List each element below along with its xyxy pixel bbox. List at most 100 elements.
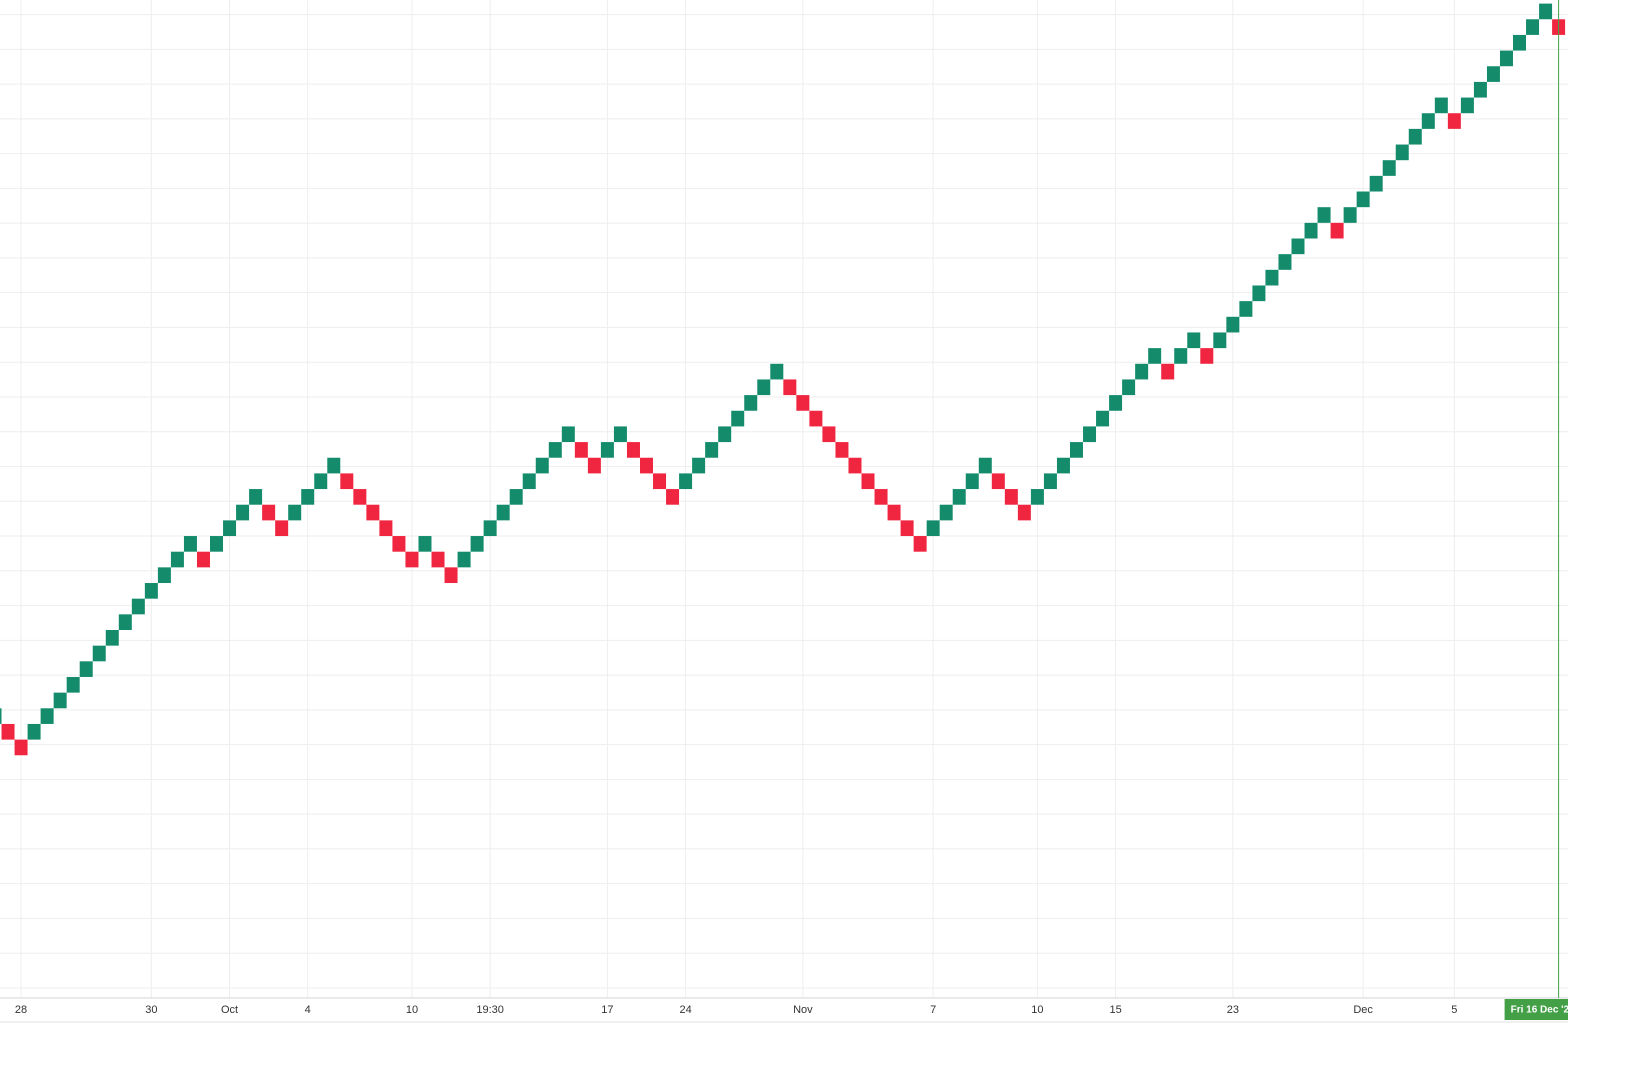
- brick-up: [1486, 66, 1500, 82]
- brick-up: [600, 442, 614, 458]
- brick-up: [131, 598, 145, 615]
- brick-up: [744, 395, 758, 411]
- brick-up: [1056, 457, 1070, 474]
- brick-up: [170, 551, 184, 568]
- brick-up: [483, 520, 497, 537]
- brick-up: [1278, 254, 1292, 270]
- crosshair: Fri 16 Dec '22: [1504, 0, 1568, 1020]
- brick-down: [1161, 363, 1175, 380]
- brick-up: [470, 536, 484, 552]
- brick-up: [223, 520, 237, 537]
- brick-up: [288, 504, 302, 521]
- brick-up: [1460, 97, 1474, 114]
- x-tick-label: Nov: [793, 1004, 813, 1016]
- brick-up: [66, 676, 80, 693]
- crosshair-label-box: [1504, 999, 1568, 1020]
- brick-up: [1513, 34, 1527, 51]
- brick-up: [770, 363, 784, 380]
- brick-up: [926, 520, 940, 537]
- brick-down: [874, 489, 888, 505]
- brick-down: [340, 473, 354, 490]
- brick-down: [1200, 348, 1214, 364]
- brick-up: [679, 473, 693, 490]
- brick-down: [861, 473, 875, 490]
- brick-down: [574, 442, 588, 458]
- brick-down: [822, 426, 836, 443]
- brick-up: [105, 629, 119, 646]
- brick-up: [1369, 175, 1383, 192]
- brick-up: [1382, 160, 1396, 176]
- brick-up: [952, 489, 966, 505]
- brick-down: [379, 520, 393, 537]
- x-tick-label: 15: [1109, 1004, 1121, 1016]
- x-tick-label: 17: [601, 1004, 613, 1016]
- brick-down: [809, 410, 823, 427]
- brick-up: [1356, 191, 1370, 208]
- brick-down: [835, 442, 849, 458]
- brick-down: [1447, 113, 1461, 129]
- brick-down: [444, 567, 458, 584]
- brick-up: [210, 536, 224, 552]
- grid: [0, 0, 1568, 998]
- brick-up: [1526, 19, 1540, 35]
- brick-up: [1096, 410, 1110, 427]
- brick-up: [40, 708, 54, 724]
- brick-up: [965, 473, 979, 490]
- brick-up: [1252, 285, 1266, 302]
- brick-down: [653, 473, 667, 490]
- x-tick-label: 23: [1227, 1004, 1239, 1016]
- brick-up: [535, 457, 549, 474]
- brick-down: [626, 442, 640, 458]
- x-tick-label: Oct: [221, 1004, 238, 1016]
- brick-up: [183, 536, 197, 552]
- x-tick-label: 19:30: [476, 1004, 504, 1016]
- brick-down: [783, 379, 797, 396]
- x-tick-label: 10: [1031, 1004, 1043, 1016]
- brick-down: [353, 489, 367, 505]
- x-tick-label: 28: [15, 1004, 27, 1016]
- brick-down: [405, 551, 419, 568]
- brick-up: [79, 661, 93, 677]
- brick-up: [939, 504, 953, 521]
- brick-up: [757, 379, 771, 396]
- brick-up: [548, 442, 562, 458]
- brick-up: [1213, 332, 1227, 349]
- brick-up: [1421, 113, 1435, 129]
- x-axis: 28 30 Oct 4 10 19:30 17 24 Nov 7 10 15 23 Dec 5: [15, 1004, 1457, 1016]
- brick-up: [1434, 97, 1448, 114]
- brick-up: [522, 473, 536, 490]
- brick-up: [1187, 332, 1201, 349]
- brick-up: [731, 410, 745, 427]
- brick-up: [1395, 144, 1409, 161]
- brick-down: [1, 723, 15, 740]
- brick-up: [496, 504, 510, 521]
- brick-up: [1473, 81, 1487, 98]
- x-tick-label: 24: [679, 1004, 691, 1016]
- brick-down: [1017, 504, 1031, 521]
- brick-down: [887, 504, 901, 521]
- brick-down: [640, 457, 653, 474]
- brick-up: [718, 426, 732, 443]
- brick-up: [1083, 426, 1097, 443]
- brick-up: [53, 692, 67, 709]
- brick-up: [418, 536, 432, 552]
- brick-up: [1408, 128, 1422, 145]
- brick-up: [144, 583, 158, 599]
- bricks: [0, 3, 1566, 756]
- brick-up: [1317, 207, 1331, 223]
- brick-down: [431, 551, 445, 568]
- brick-up: [1226, 316, 1240, 333]
- brick-up: [27, 723, 41, 740]
- brick-up: [1343, 207, 1357, 223]
- brick-down: [262, 504, 276, 521]
- brick-up: [1174, 348, 1188, 364]
- brick-up: [1148, 348, 1162, 364]
- x-tick-label: 4: [305, 1004, 311, 1016]
- brick-up: [457, 551, 471, 568]
- brick-down: [991, 473, 1005, 490]
- brick-down: [913, 536, 927, 552]
- brick-up: [1304, 222, 1318, 239]
- brick-down: [14, 739, 28, 756]
